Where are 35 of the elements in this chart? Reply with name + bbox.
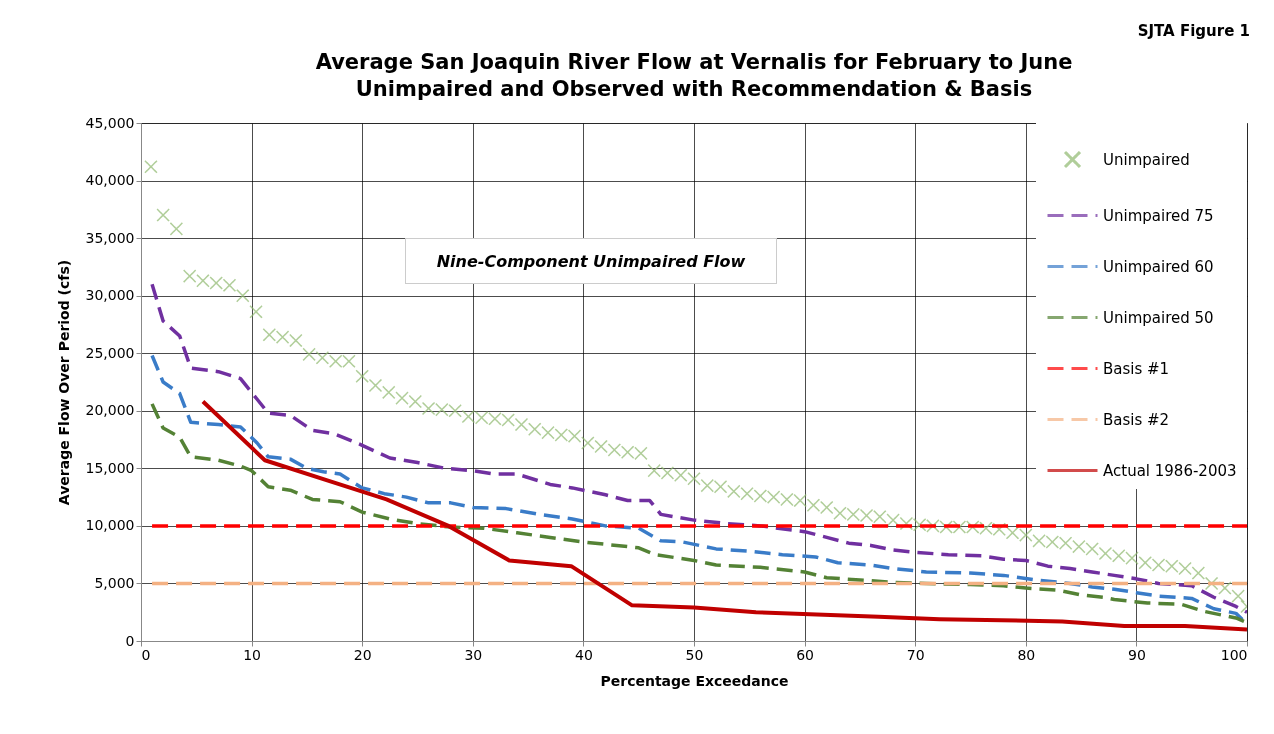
y-axis-title: Average Flow Over Period (cfs): [55, 259, 72, 506]
x-tick-label: 20: [353, 646, 372, 663]
y-tick-label: 35,000: [85, 229, 135, 246]
chart-title: Average San Joaquin River Flow at Vernalis for February to June: [315, 50, 1073, 74]
x-tick-label: 50: [685, 646, 704, 663]
legend-label: Unimpaired 50: [1103, 308, 1214, 327]
x-tick-label: 30: [464, 646, 483, 663]
x-tick-label: 40: [574, 646, 593, 663]
x-tick-label: 0: [141, 646, 151, 663]
legend-label: Unimpaired 60: [1103, 257, 1214, 276]
legend-label: Unimpaired: [1103, 150, 1190, 169]
corner-label: SJTA Figure 1: [1137, 22, 1250, 40]
y-tick-label: 0: [125, 632, 135, 649]
y-tick-label: 40,000: [85, 172, 135, 189]
x-tick-label: 90: [1127, 646, 1146, 663]
legend-label: Unimpaired 75: [1103, 206, 1214, 225]
legend-label: Actual 1986-2003: [1103, 461, 1237, 480]
x-tick-label: 100: [1220, 646, 1248, 663]
y-tick-label: 45,000: [85, 114, 135, 131]
x-tick-label: 60: [796, 646, 815, 663]
chart-subtitle: Unimpaired and Observed with Recommendation & Basis: [355, 77, 1033, 101]
line-series: [150, 282, 1247, 614]
y-tick-label: 15,000: [85, 459, 135, 476]
y-tick-label: 10,000: [85, 517, 135, 534]
legend-label: Basis #1: [1103, 359, 1170, 378]
x-tick-label: 70: [906, 646, 925, 663]
y-tick-label: 5,000: [94, 574, 135, 591]
y-tick-label: 25,000: [85, 344, 135, 361]
y-tick-label: 20,000: [85, 402, 135, 419]
x-tick-label: 80: [1017, 646, 1036, 663]
y-tick-label: 30,000: [85, 287, 135, 304]
x-axis-title: Percentage Exceedance: [600, 672, 789, 689]
legend-label: Basis #2: [1103, 410, 1170, 429]
x-tick-label: 10: [243, 646, 262, 663]
text-box: Nine-Component Unimpaired Flow: [405, 238, 777, 284]
